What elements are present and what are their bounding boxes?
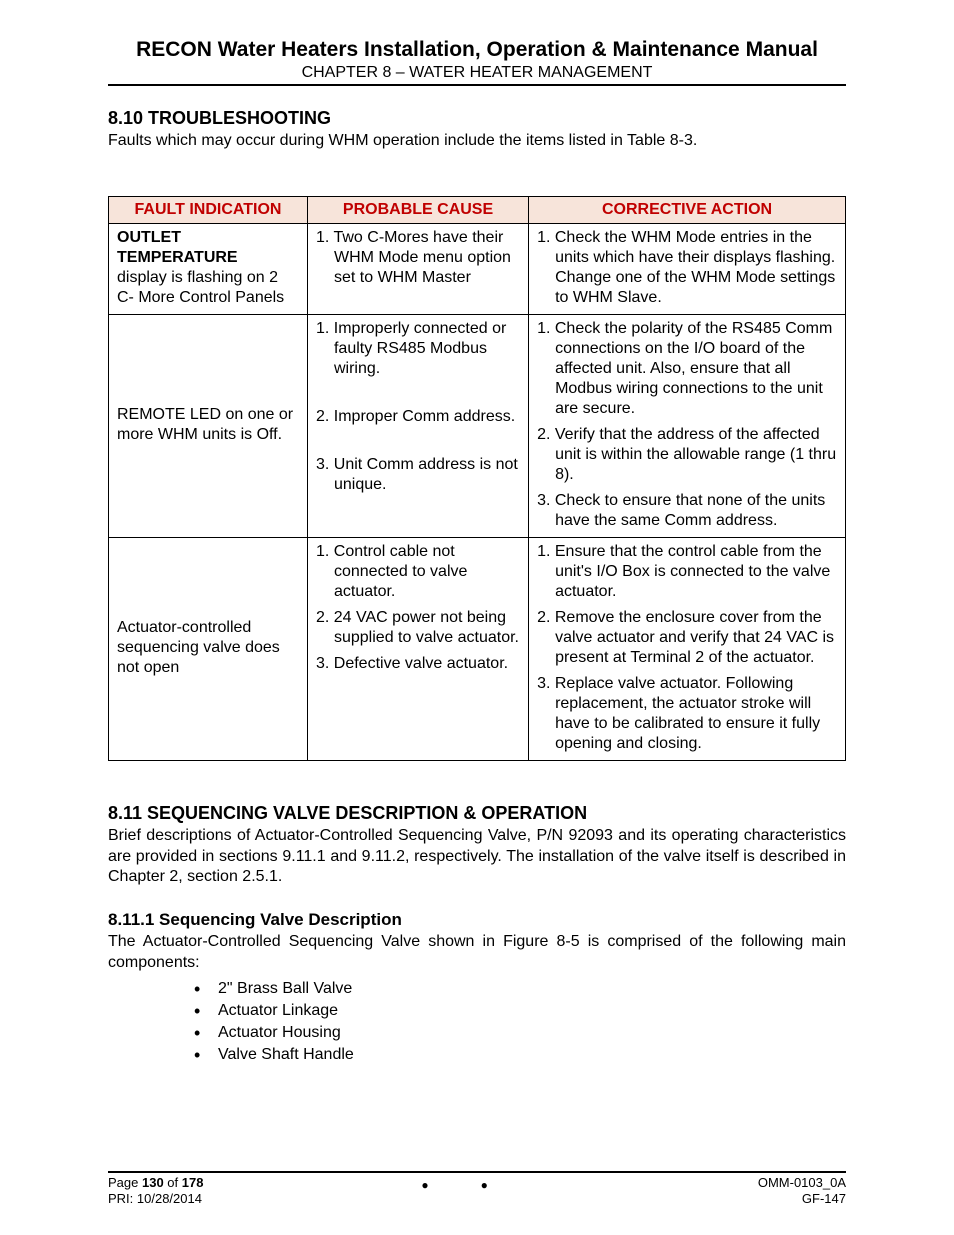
troubleshooting-table: FAULT INDICATION PROBABLE CAUSE CORRECTI… <box>108 196 846 761</box>
action-cell: 1. Check the polarity of the RS485 Comm … <box>529 314 846 537</box>
doc-title: RECON Water Heaters Installation, Operat… <box>108 38 846 62</box>
cause-item: 3. Unit Comm address is not unique. <box>316 455 520 495</box>
page-footer: Page 130 of 178 PRI: 10/28/2014 ●● OMM-0… <box>108 1171 846 1208</box>
action-item: 2. Remove the enclosure cover from the v… <box>537 608 837 668</box>
footer-rule <box>108 1171 846 1173</box>
fault-rest: Actuator-controlled sequencing valve doe… <box>117 619 280 676</box>
action-item: 1. Check the polarity of the RS485 Comm … <box>537 319 837 419</box>
table-header-row: FAULT INDICATION PROBABLE CAUSE CORRECTI… <box>109 196 846 223</box>
header-rule <box>108 84 846 86</box>
table-row: REMOTE LED on one or more WHM units is O… <box>109 314 846 537</box>
footer-page-current: 130 <box>142 1175 164 1190</box>
footer-dots: ●● <box>421 1178 540 1192</box>
col-fault-indication: FAULT INDICATION <box>109 196 308 223</box>
cause-cell: 1. Two C-Mores have their WHM Mode menu … <box>307 223 528 314</box>
fault-cell: OUTLET TEMPERATURE display is flashing o… <box>109 223 308 314</box>
action-item: 1. Check the WHM Mode entries in the uni… <box>537 228 837 308</box>
cause-item: 1. Two C-Mores have their WHM Mode menu … <box>316 228 520 288</box>
table-row: OUTLET TEMPERATURE display is flashing o… <box>109 223 846 314</box>
section-8-10-lead: Faults which may occur during WHM operat… <box>108 131 846 152</box>
section-8-11-1-heading: 8.11.1 Sequencing Valve Description <box>108 910 846 930</box>
cause-item: 3. Defective valve actuator. <box>316 654 520 674</box>
footer-pri-date: PRI: 10/28/2014 <box>108 1191 203 1207</box>
fault-rest: display is flashing on 2 C- More Control… <box>117 269 284 306</box>
cause-item: 2. 24 VAC power not being supplied to va… <box>316 608 520 648</box>
action-cell: 1. Ensure that the control cable from th… <box>529 537 846 760</box>
footer-page-pre: Page <box>108 1175 142 1190</box>
action-cell: 1. Check the WHM Mode entries in the uni… <box>529 223 846 314</box>
action-item: 3. Check to ensure that none of the unit… <box>537 491 837 531</box>
section-8-11-heading: 8.11 SEQUENCING VALVE DESCRIPTION & OPER… <box>108 803 846 824</box>
action-item: 1. Ensure that the control cable from th… <box>537 542 837 602</box>
cause-item: 1. Control cable not connected to valve … <box>316 542 520 602</box>
fault-bold: OUTLET TEMPERATURE <box>117 229 238 266</box>
footer-page-mid: of <box>164 1175 182 1190</box>
list-item: Actuator Linkage <box>194 1002 846 1020</box>
table-row: Actuator-controlled sequencing valve doe… <box>109 537 846 760</box>
fault-rest: REMOTE LED on one or more WHM units is O… <box>117 406 293 443</box>
list-item: Actuator Housing <box>194 1024 846 1042</box>
footer-doc-id: OMM-0103_0A <box>758 1175 846 1191</box>
cause-item: 2. Improper Comm address. <box>316 407 520 427</box>
footer-left: Page 130 of 178 PRI: 10/28/2014 <box>108 1175 203 1208</box>
section-8-11-lead: Brief descriptions of Actuator-Controlle… <box>108 826 846 888</box>
footer-center: ●● <box>203 1177 757 1192</box>
footer-right: OMM-0103_0A GF-147 <box>758 1175 846 1208</box>
action-item: 3. Replace valve actuator. Following rep… <box>537 674 837 754</box>
section-8-11-1-lead: The Actuator-Controlled Sequencing Valve… <box>108 932 846 974</box>
list-item: Valve Shaft Handle <box>194 1046 846 1064</box>
footer-page-total: 178 <box>182 1175 204 1190</box>
section-8-10-heading: 8.10 TROUBLESHOOTING <box>108 108 846 129</box>
cause-item: 1. Improperly connected or faulty RS485 … <box>316 319 520 379</box>
component-list: 2" Brass Ball Valve Actuator Linkage Act… <box>108 980 846 1064</box>
doc-chapter: CHAPTER 8 – WATER HEATER MANAGEMENT <box>108 64 846 82</box>
fault-cell: Actuator-controlled sequencing valve doe… <box>109 537 308 760</box>
action-item: 2. Verify that the address of the affect… <box>537 425 837 485</box>
cause-cell: 1. Improperly connected or faulty RS485 … <box>307 314 528 537</box>
col-probable-cause: PROBABLE CAUSE <box>307 196 528 223</box>
list-item: 2" Brass Ball Valve <box>194 980 846 998</box>
cause-cell: 1. Control cable not connected to valve … <box>307 537 528 760</box>
footer-gf: GF-147 <box>758 1191 846 1207</box>
fault-cell: REMOTE LED on one or more WHM units is O… <box>109 314 308 537</box>
col-corrective-action: CORRECTIVE ACTION <box>529 196 846 223</box>
